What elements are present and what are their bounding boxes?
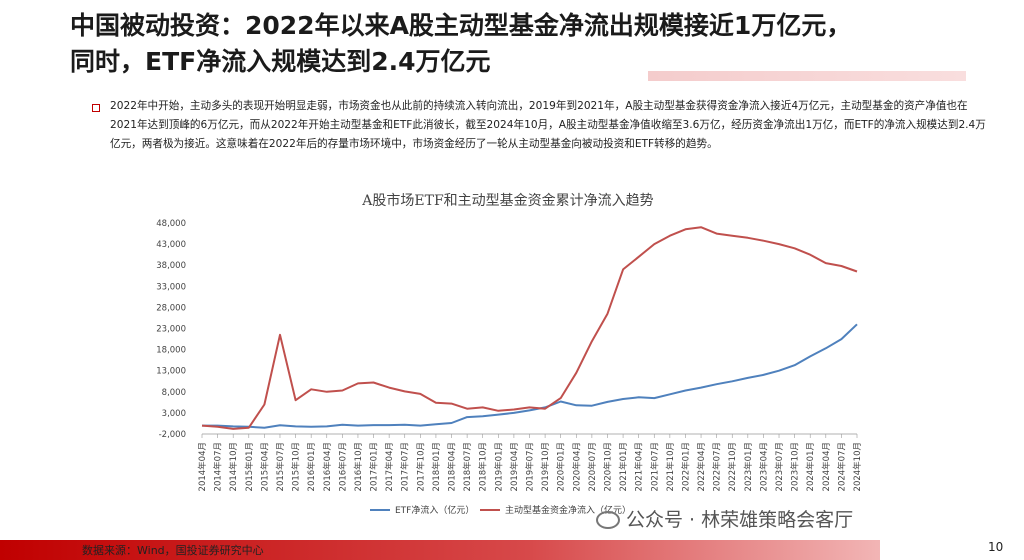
legend-label: ETF净流入（亿元）	[395, 504, 474, 516]
x-tick-label: 2024年04月	[821, 442, 832, 491]
x-tick-label: 2018年07月	[462, 442, 473, 491]
series-line-active-fund	[201, 226, 858, 430]
x-tick-label: 2015年10月	[291, 442, 302, 491]
y-axis: 48,000 43,000 38,000 33,000 28,000 23,000 18,0…	[156, 219, 186, 440]
bullet-square-icon	[92, 104, 100, 112]
y-tick-label: 18,000	[156, 346, 186, 356]
x-tick-label: 2019年10月	[540, 442, 551, 491]
y-tick-label: 38,000	[156, 261, 186, 271]
x-tick-label: 2014年04月	[197, 442, 208, 491]
x-tick-label: 2018年04月	[447, 442, 458, 491]
x-tick-label: 2023年01月	[743, 442, 754, 491]
x-tick-label: 2016年01月	[306, 442, 317, 491]
series-group	[201, 226, 858, 430]
data-source: 数据来源：Wind，国投证券研究中心	[82, 544, 264, 557]
footer-bar	[0, 540, 880, 560]
x-tick-label: 2019年04月	[509, 442, 520, 491]
y-tick-label: 23,000	[156, 325, 186, 335]
x-tick-label: 2022年07月	[712, 442, 723, 491]
x-tick-label: 2023年10月	[790, 442, 801, 491]
x-tick-label: 2022年10月	[727, 442, 738, 491]
y-tick-label: -2,000	[159, 430, 186, 440]
x-tick-label: 2022年04月	[696, 442, 707, 491]
x-tick-label: 2016年04月	[322, 442, 333, 491]
x-tick-label: 2022年01月	[680, 442, 691, 491]
x-tick-label: 2020年07月	[587, 442, 598, 491]
x-tick-label: 2019年01月	[493, 442, 504, 491]
summary-paragraph: 2022年中开始，主动多头的表现开始明显走弱，市场资金也从此前的持续流入转向流出…	[110, 100, 986, 150]
x-tick-label: 2024年01月	[805, 442, 816, 491]
x-tick-label: 2020年10月	[602, 442, 613, 491]
x-tick-label: 2024年07月	[836, 442, 847, 491]
x-tick-label: 2024年10月	[852, 442, 863, 491]
legend: ETF净流入（亿元） 主动型基金资金净流入（亿元）	[370, 504, 631, 516]
y-tick-label: 43,000	[156, 240, 186, 250]
x-tick-label: 2014年10月	[228, 442, 239, 491]
x-tick-label: 2017年07月	[400, 442, 411, 491]
watermark: 公众号 · 林荣雄策略会客厅	[596, 505, 853, 532]
wechat-icon	[596, 511, 620, 529]
y-tick-label: 13,000	[156, 367, 186, 377]
y-tick-label: 48,000	[156, 219, 186, 229]
x-tick-label: 2023年07月	[774, 442, 785, 491]
y-tick-label: 3,000	[162, 409, 186, 419]
page-number: 10	[988, 540, 1004, 554]
x-tick-label: 2020年04月	[571, 442, 582, 491]
y-tick-label: 8,000	[162, 388, 186, 398]
watermark-text: 公众号 · 林荣雄策略会客厅	[626, 509, 854, 531]
x-tick-label: 2017年10月	[415, 442, 426, 491]
x-tick-label: 2021年07月	[649, 442, 660, 491]
x-tick-label: 2021年04月	[634, 442, 645, 491]
x-axis: 2014年04月 2014年07月 2014年10月 2015年01月 2015年04月…	[197, 433, 863, 491]
x-tick-label: 2017年01月	[369, 442, 380, 491]
x-tick-label: 2019年07月	[525, 442, 536, 491]
page-title-line-2: 同时，ETF净流入规模达到2.4万亿元	[70, 47, 491, 76]
x-tick-label: 2015年01月	[244, 442, 255, 491]
page-title-line-1: 中国被动投资：2022年以来A股主动型基金净流出规模接近1万亿元，	[70, 11, 852, 40]
x-tick-label: 2016年10月	[353, 442, 364, 491]
x-tick-label: 2015年07月	[275, 442, 286, 491]
x-tick-label: 2021年10月	[665, 442, 676, 491]
page-title: 中国被动投资：2022年以来A股主动型基金净流出规模接近1万亿元， 同时，ETF…	[70, 8, 970, 80]
y-tick-label: 28,000	[156, 303, 186, 313]
title-accent-bar	[648, 71, 966, 81]
x-tick-label: 2018年10月	[478, 442, 489, 491]
x-tick-label: 2018年01月	[431, 442, 442, 491]
series-line-etf	[202, 323, 858, 429]
y-tick-label: 33,000	[156, 282, 186, 292]
x-tick-label: 2015年04月	[259, 442, 270, 491]
x-tick-label: 2016年07月	[337, 442, 348, 491]
x-tick-label: 2023年04月	[758, 442, 769, 491]
x-tick-label: 2021年01月	[618, 442, 629, 491]
x-tick-label: 2014年07月	[213, 442, 224, 491]
chart-title: A股市场ETF和主动型基金资金累计净流入趋势	[361, 192, 653, 209]
x-tick-label: 2017年04月	[384, 442, 395, 491]
x-tick-label: 2020年01月	[556, 442, 567, 491]
